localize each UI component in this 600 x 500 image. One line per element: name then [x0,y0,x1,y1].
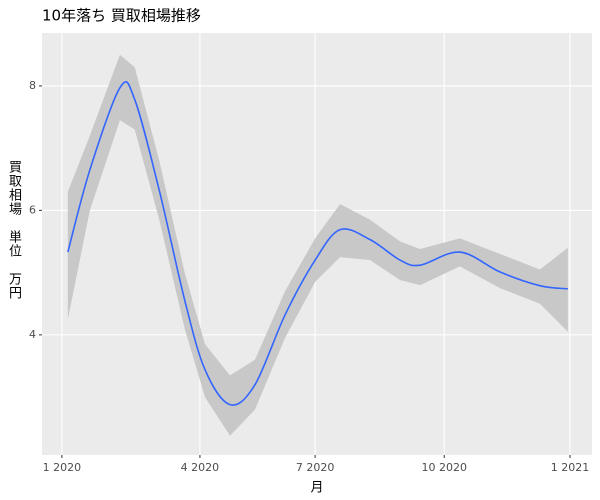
x-tick-label: 1 2020 [43,461,82,474]
x-tick-label: 1 2021 [551,461,590,474]
smooth-line [67,81,568,406]
x-tick-label: 7 2020 [296,461,335,474]
x-tick-label: 4 2020 [181,461,220,474]
x-tick-label: 10 2020 [421,461,467,474]
x-axis-label: 月 [310,481,323,496]
chart-title: 10年落ち 買取相場推移 [42,7,201,25]
y-tick-label: 6 [29,203,36,216]
confidence-band [67,54,568,436]
y-tick-label: 4 [29,328,36,341]
y-axis-label: 買取相場 単位 万円 [6,160,21,300]
y-tick-label: 8 [29,79,36,92]
